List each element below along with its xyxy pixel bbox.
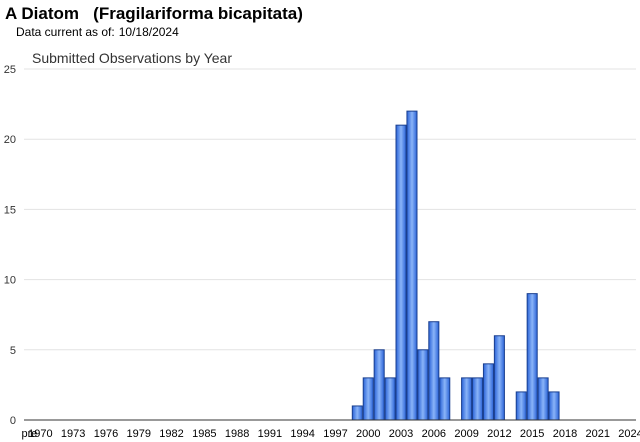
data-currency-note: Data current as of: 10/18/2024 [16, 25, 179, 39]
x-tick-label: 1970 [28, 428, 52, 440]
x-tick-label: 1976 [94, 428, 118, 440]
x-tick-label: 2000 [356, 428, 380, 440]
x-tick-label: 1982 [159, 428, 183, 440]
x-tick-label: 2009 [454, 428, 478, 440]
x-tick-label: pre [22, 428, 38, 440]
x-tick-label: 1991 [258, 428, 282, 440]
x-tick-label: 2021 [586, 428, 610, 440]
data-current-label: Data current as of: [16, 25, 115, 39]
bar-2003[interactable] [395, 124, 407, 421]
y-tick-label: 0 [10, 415, 16, 427]
x-tick-label: 1988 [225, 428, 249, 440]
x-tick-label: 1997 [323, 428, 347, 440]
bar-2000[interactable] [362, 377, 374, 421]
bar-2011[interactable] [482, 363, 494, 421]
y-tick-label: 10 [4, 275, 16, 287]
bar-2002[interactable] [384, 377, 396, 421]
bar-2017[interactable] [548, 391, 560, 421]
x-tick-label: 2006 [422, 428, 446, 440]
bar-2012[interactable] [493, 335, 505, 421]
bar-2009[interactable] [461, 377, 473, 421]
bar-2004[interactable] [406, 110, 418, 421]
data-current-date: 10/18/2024 [118, 25, 179, 39]
y-tick-label: 15 [4, 204, 16, 216]
bar-2005[interactable] [417, 349, 429, 421]
x-tick-label: 2012 [487, 428, 511, 440]
bar-2001[interactable] [373, 349, 385, 421]
bar-1999[interactable] [351, 405, 363, 421]
x-tick-label: 1985 [192, 428, 216, 440]
bar-2015[interactable] [526, 293, 538, 421]
species-common-name: A Diatom [5, 4, 79, 23]
bars [351, 110, 560, 421]
x-tick-label: 1973 [61, 428, 85, 440]
bar-2007[interactable] [439, 377, 451, 421]
bar-2010[interactable] [472, 377, 484, 421]
gridlines [24, 68, 636, 351]
y-tick-label: 20 [4, 134, 16, 146]
species-scientific-name: (Fragilariforma bicapitata) [93, 4, 303, 23]
x-tick-label: 2018 [553, 428, 577, 440]
bar-2006[interactable] [428, 321, 440, 421]
x-tick-label: 2024 [618, 428, 640, 440]
bar-2014[interactable] [515, 391, 527, 421]
page-title: A Diatom (Fragilariforma bicapitata) [5, 4, 303, 24]
x-tick-label: 2003 [389, 428, 413, 440]
x-tick-label: 1979 [127, 428, 151, 440]
x-tick-label: 2015 [520, 428, 544, 440]
chart-title: Submitted Observations by Year [32, 50, 232, 66]
y-tick-label: 5 [10, 345, 16, 357]
x-tick-label: 1994 [290, 428, 314, 440]
y-tick-label: 25 [4, 64, 16, 76]
y-axis-ticks: 0 5 10 15 20 25 [4, 64, 16, 427]
bar-2016[interactable] [537, 377, 549, 421]
